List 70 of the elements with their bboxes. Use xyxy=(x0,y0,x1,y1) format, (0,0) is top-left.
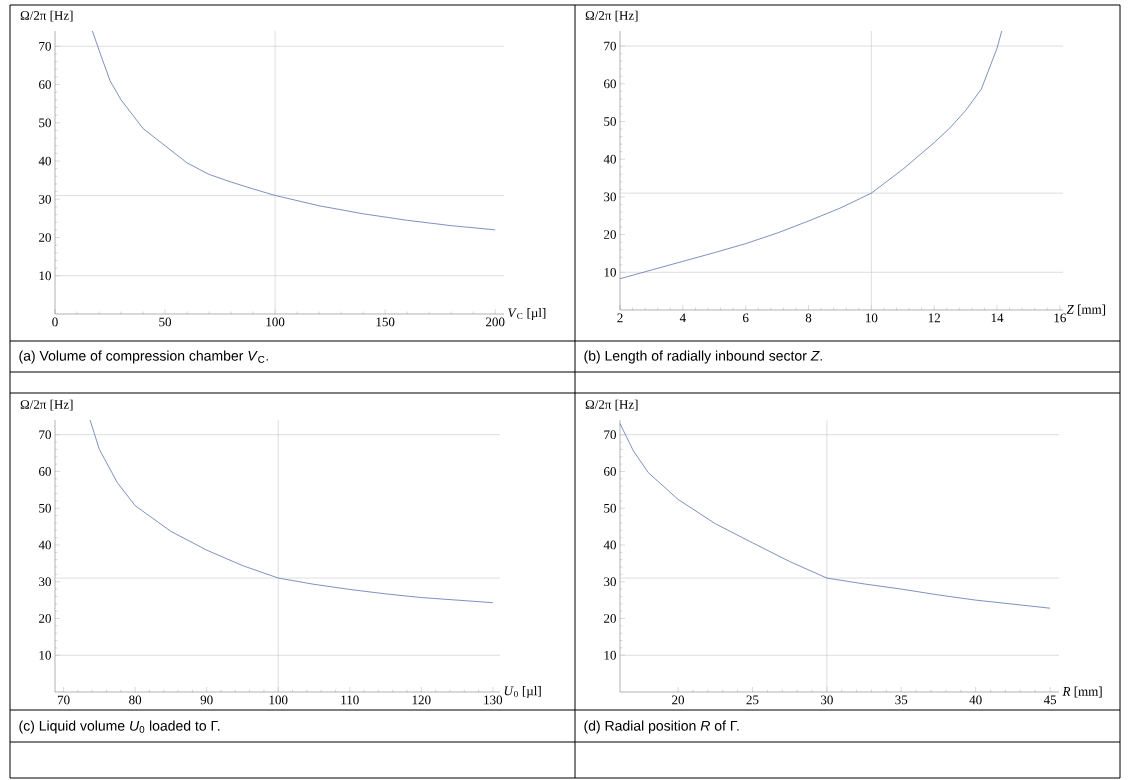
y-tick-label: 10 xyxy=(39,650,51,660)
y-axis-title: Ω/2π [Hz] xyxy=(585,10,638,22)
line-series xyxy=(619,423,1051,609)
x-tick-label: 12 xyxy=(928,313,940,323)
x-axis-title: V$_{C}$ [µl] xyxy=(508,308,546,320)
x-tick-label: 2 xyxy=(617,313,623,323)
y-tick-label: 10 xyxy=(604,267,616,277)
x-axis-title: U$_{0}$ [µl] xyxy=(504,686,541,698)
y-tick-label: 40 xyxy=(38,540,51,550)
x-axis-title: R [mm] xyxy=(1062,686,1102,698)
x-tick-label: 100 xyxy=(266,317,285,327)
x-tick-label: 50 xyxy=(159,317,172,327)
x-tick-label: 200 xyxy=(486,317,505,327)
y-tick-label: 10 xyxy=(39,271,51,281)
x-tick-label: 45 xyxy=(1043,695,1057,705)
y-tick-label: 70 xyxy=(604,41,616,51)
x-axis-title: Z [mm] xyxy=(1066,304,1106,316)
x-tick-label: 110 xyxy=(341,695,359,705)
y-tick-label: 50 xyxy=(604,117,616,126)
text: (c) Liquid volume U$_{0}$ loaded to Γ. xyxy=(19,720,220,734)
x-tick-label: 25 xyxy=(746,695,759,705)
x-tick-label: 6 xyxy=(743,313,749,323)
y-tick-label: 20 xyxy=(604,230,616,239)
y-axis-title: Ω/2π [Hz] xyxy=(20,399,73,411)
text: (b) Length of radially inbound sector Z. xyxy=(584,350,822,364)
y-tick-label: 40 xyxy=(603,154,616,164)
y-tick-label: 10 xyxy=(604,650,616,660)
y-tick-label: 20 xyxy=(39,614,51,623)
y-tick-label: 50 xyxy=(604,503,616,513)
y-tick-label: 70 xyxy=(39,430,51,440)
x-tick-label: 150 xyxy=(376,317,395,327)
x-tick-label: 20 xyxy=(672,695,685,705)
x-tick-label: 90 xyxy=(200,695,213,705)
y-tick-label: 60 xyxy=(39,80,51,89)
x-tick-label: 40 xyxy=(969,695,982,705)
x-tick-label: 100 xyxy=(269,695,288,705)
y-axis-title: Ω/2π [Hz] xyxy=(20,10,73,22)
x-tick-label: 16 xyxy=(1054,313,1066,323)
y-tick-label: 40 xyxy=(38,156,51,166)
y-tick-label: 60 xyxy=(604,467,616,476)
y-tick-label: 30 xyxy=(39,577,51,587)
line-series xyxy=(92,30,496,231)
x-tick-label: 30 xyxy=(820,695,833,705)
x-tick-label: 35 xyxy=(895,695,908,705)
y-tick-label: 60 xyxy=(39,467,51,476)
text: (a) Volume of compression chamber V$_{C}$. xyxy=(19,350,268,364)
y-tick-label: 30 xyxy=(604,192,616,202)
x-tick-label: 130 xyxy=(484,695,503,705)
y-tick-label: 70 xyxy=(39,41,51,51)
y-axis-title: Ω/2π [Hz] xyxy=(585,399,638,411)
x-tick-label: 80 xyxy=(129,695,142,705)
x-tick-label: 70 xyxy=(57,695,70,705)
y-tick-label: 50 xyxy=(39,503,51,513)
text: (d) Radial position R of Γ. xyxy=(584,720,739,734)
y-tick-label: 60 xyxy=(604,79,616,89)
x-tick-label: 14 xyxy=(991,313,1004,323)
y-tick-label: 40 xyxy=(603,540,616,550)
y-tick-label: 20 xyxy=(39,233,51,242)
y-tick-label: 70 xyxy=(604,430,616,440)
y-tick-label: 30 xyxy=(39,194,51,204)
x-tick-label: 10 xyxy=(866,313,878,323)
x-tick-label: 8 xyxy=(805,313,812,323)
y-tick-label: 30 xyxy=(604,577,616,587)
x-tick-label: 4 xyxy=(679,313,686,323)
y-tick-label: 20 xyxy=(604,614,616,623)
line-series xyxy=(619,30,1003,280)
y-tick-label: 50 xyxy=(39,118,51,128)
x-tick-label: 0 xyxy=(52,317,58,327)
line-series xyxy=(89,419,494,604)
x-tick-label: 120 xyxy=(412,695,431,705)
